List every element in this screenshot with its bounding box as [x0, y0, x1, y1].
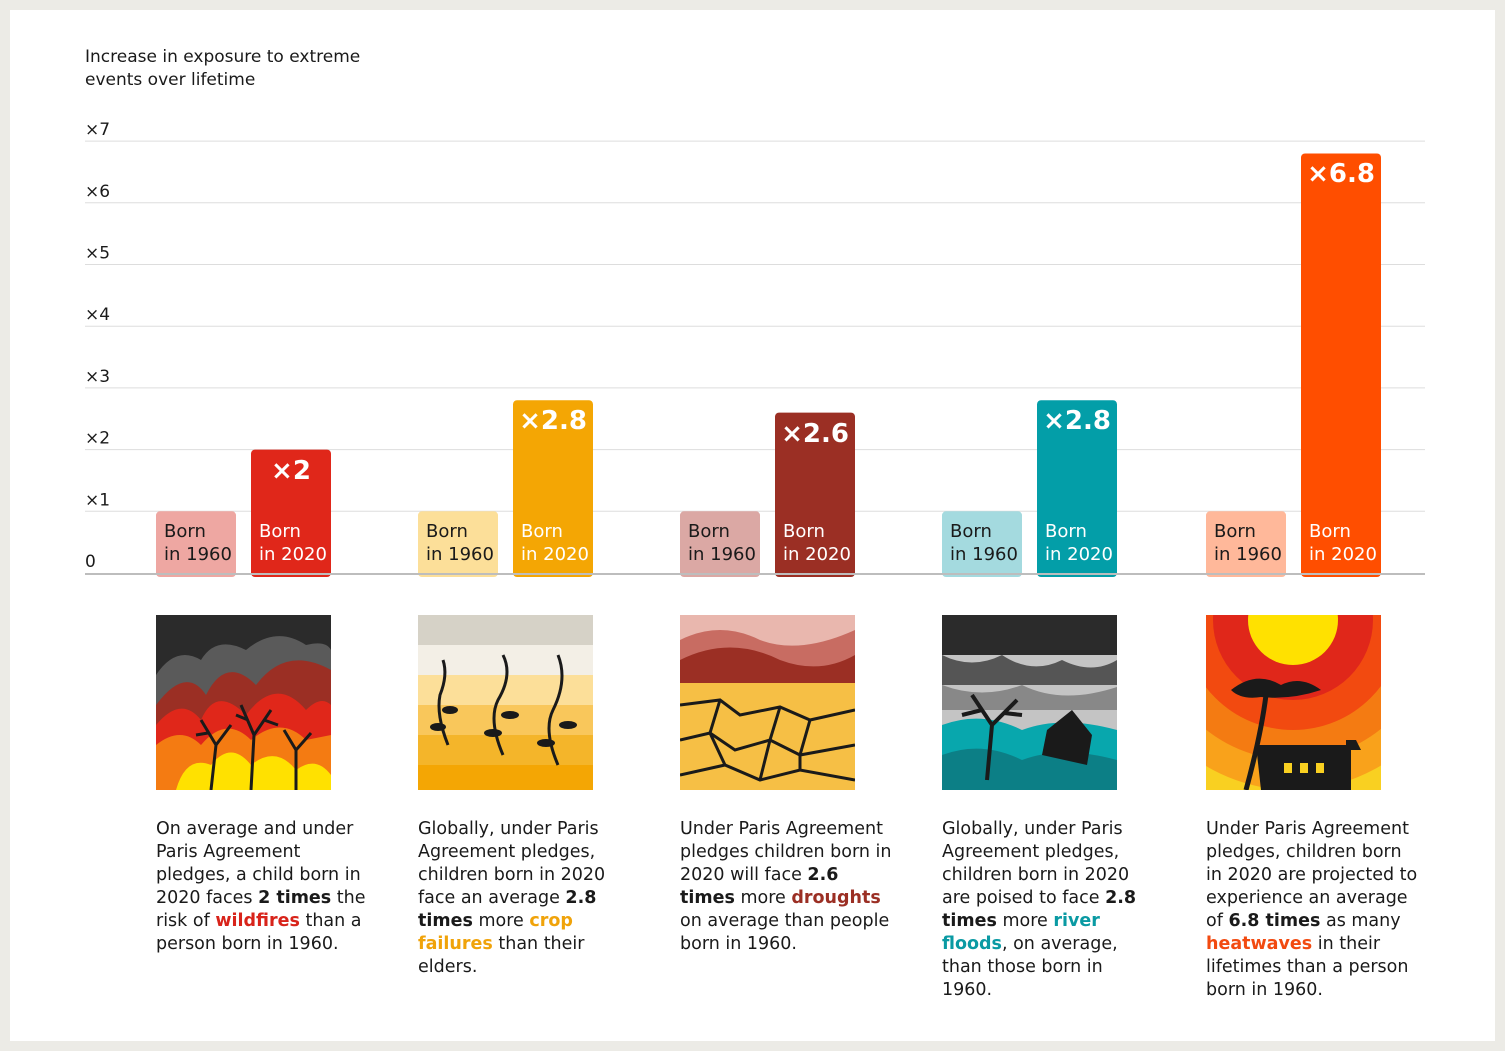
drought-illustration — [680, 615, 855, 790]
bar-born-1960-label: Born in 1960 — [688, 521, 756, 565]
caption-text: in their lifetimes than a person born in… — [1206, 934, 1409, 1000]
caption-text: more — [734, 888, 792, 908]
bar-born-2020 — [1037, 400, 1117, 577]
bar-value-label: ×2.8 — [519, 406, 587, 437]
y-axis-label: Increase in exposure to extreme events o… — [85, 47, 361, 90]
y-tick-label: ×5 — [85, 244, 110, 264]
bar-born-2020 — [1301, 153, 1381, 577]
bar-born-2020 — [513, 400, 593, 577]
caption-text: the risk of — [156, 888, 366, 931]
y-tick-label: ×2 — [85, 429, 110, 449]
caption-text: On average and under Paris Agreement ple… — [156, 819, 361, 908]
bar-born-1960-label: Born in 1960 — [426, 521, 494, 565]
bar-value-label: ×2.6 — [781, 418, 849, 449]
bar-born-2020-label: Born in 2020 — [521, 521, 589, 565]
caption-river-floods: Globally, under Paris Agreement pledges,… — [942, 818, 1157, 1002]
bar-born-1960 — [680, 511, 760, 577]
event-highlight: crop failures — [418, 911, 573, 954]
multiplier-text: 2 times — [258, 888, 332, 908]
multiplier-text: 2.6 times — [680, 865, 839, 908]
bar-born-2020-label: Born in 2020 — [783, 521, 851, 565]
caption-text: Globally, under Paris Agreement pledges,… — [942, 819, 1130, 908]
event-highlight: river floods — [942, 911, 1100, 954]
caption-droughts: Under Paris Agreement pledges children b… — [680, 818, 895, 956]
caption-heatwaves: Under Paris Agreement pledges, children … — [1206, 818, 1421, 1002]
bar-born-2020 — [775, 412, 855, 577]
bar-born-1960 — [156, 511, 236, 577]
bar-born-1960-label: Born in 1960 — [950, 521, 1018, 565]
bar-value-label: ×2 — [271, 455, 311, 486]
bar-born-1960 — [942, 511, 1022, 577]
caption-text: more — [996, 911, 1054, 931]
caption-text: more — [472, 911, 530, 931]
caption-crop-failures: Globally, under Paris Agreement pledges,… — [418, 818, 633, 979]
multiplier-text: 2.8 times — [942, 888, 1137, 931]
bar-born-1960 — [418, 511, 498, 577]
caption-text: Globally, under Paris Agreement pledges,… — [418, 819, 606, 908]
bar-chart: 0 ×1 ×2 ×3 ×4 ×5 ×6 ×7 — [85, 120, 1425, 577]
caption-text: than a person born in 1960. — [156, 911, 362, 954]
y-tick-label: ×1 — [85, 490, 110, 510]
y-tick-label: ×4 — [85, 305, 110, 325]
bar-born-1960-label: Born in 1960 — [164, 521, 232, 565]
multiplier-text: 2.8 times — [418, 888, 597, 931]
event-highlight: wildfires — [215, 911, 300, 931]
bar-born-2020-label: Born in 2020 — [1045, 521, 1113, 565]
river-flood-illustration — [942, 615, 1117, 790]
caption-text: as many — [1320, 911, 1401, 931]
caption-text: Under Paris Agreement pledges, children … — [1206, 819, 1418, 931]
event-highlight: heatwaves — [1206, 934, 1313, 954]
caption-wildfires: On average and under Paris Agreement ple… — [156, 818, 371, 956]
y-tick-label: ×7 — [85, 120, 110, 140]
caption-text: , on average, than those born in 1960. — [942, 934, 1118, 1000]
wildfire-illustration — [156, 615, 331, 790]
y-tick-label: 0 — [85, 552, 96, 572]
caption-text: on average than people born in 1960. — [680, 911, 890, 954]
y-tick-label: ×6 — [85, 182, 110, 202]
crop-failure-illustration — [418, 615, 593, 790]
bar-born-1960-label: Born in 1960 — [1214, 521, 1282, 565]
bar-value-label: ×6.8 — [1307, 159, 1375, 190]
bar-born-2020-label: Born in 2020 — [259, 521, 327, 565]
heatwave-illustration — [1206, 615, 1381, 790]
caption-text: Under Paris Agreement pledges children b… — [680, 819, 892, 885]
y-tick-label: ×3 — [85, 367, 110, 387]
caption-text: than their elders. — [418, 934, 585, 977]
infographic-card: Increase in exposure to extreme events o… — [10, 10, 1495, 1041]
bar-value-label: ×2.8 — [1043, 406, 1111, 437]
bar-born-1960 — [1206, 511, 1286, 577]
bar-born-2020 — [251, 449, 331, 577]
event-highlight: droughts — [791, 888, 881, 908]
multiplier-text: 6.8 times — [1228, 911, 1321, 931]
bar-born-2020-label: Born in 2020 — [1309, 521, 1377, 565]
